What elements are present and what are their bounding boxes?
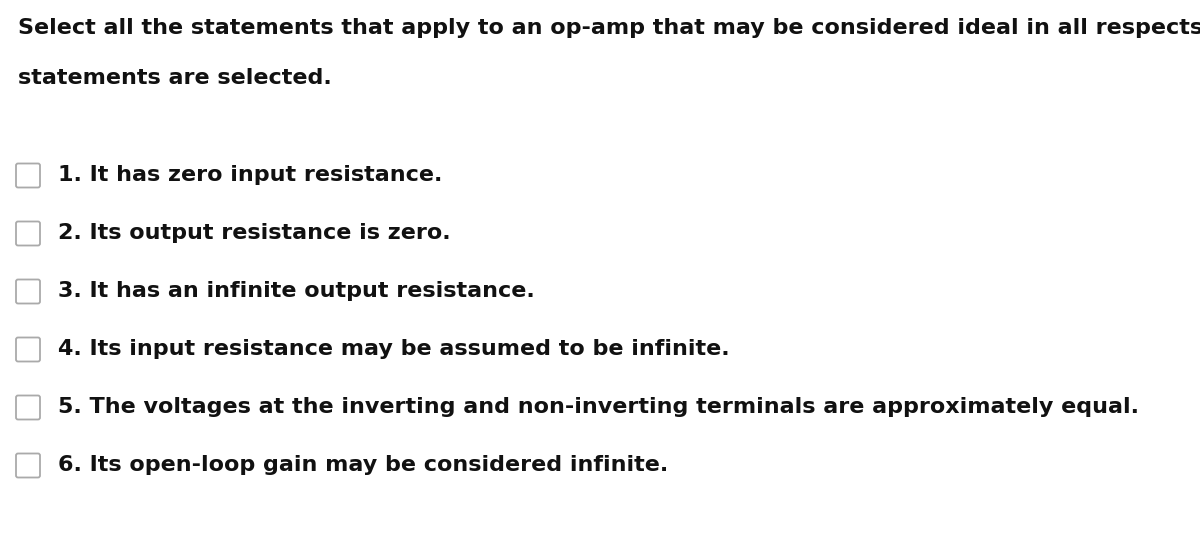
FancyBboxPatch shape: [16, 280, 40, 304]
Text: 3. It has an infinite output resistance.: 3. It has an infinite output resistance.: [58, 281, 535, 301]
FancyBboxPatch shape: [16, 453, 40, 477]
FancyBboxPatch shape: [16, 221, 40, 245]
Text: 6. Its open-loop gain may be considered infinite.: 6. Its open-loop gain may be considered …: [58, 455, 668, 475]
FancyBboxPatch shape: [16, 337, 40, 361]
Text: 2. Its output resistance is zero.: 2. Its output resistance is zero.: [58, 223, 451, 243]
Text: statements are selected.: statements are selected.: [18, 68, 331, 88]
Text: 5. The voltages at the inverting and non-inverting terminals are approximately e: 5. The voltages at the inverting and non…: [58, 397, 1139, 417]
FancyBboxPatch shape: [16, 164, 40, 187]
Text: 4. Its input resistance may be assumed to be infinite.: 4. Its input resistance may be assumed t…: [58, 339, 730, 359]
Text: 1. It has zero input resistance.: 1. It has zero input resistance.: [58, 165, 443, 185]
FancyBboxPatch shape: [16, 396, 40, 420]
Text: Select all the statements that apply to an op-amp that may be considered ideal i: Select all the statements that apply to …: [18, 18, 1200, 38]
